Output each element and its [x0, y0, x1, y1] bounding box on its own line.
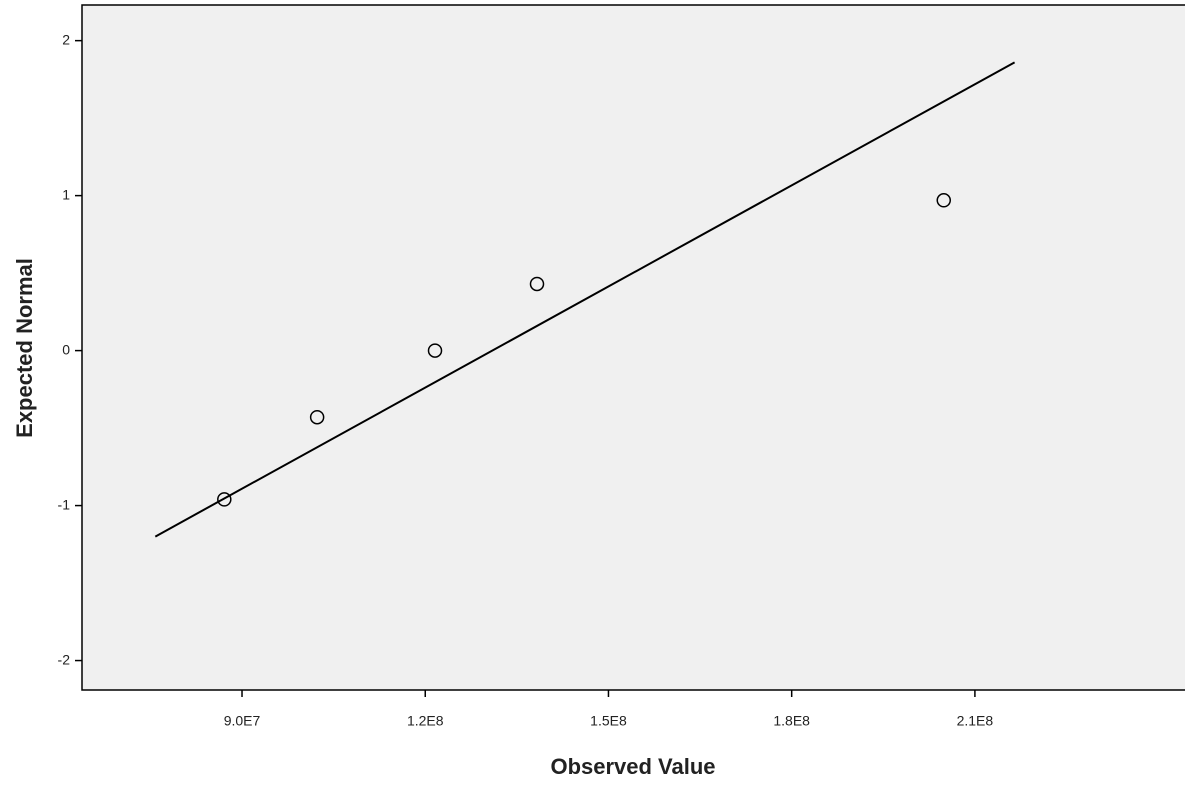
- x-tick-label: 1.5E8: [590, 713, 627, 729]
- y-tick-label: -1: [58, 496, 71, 512]
- y-tick-label: -2: [58, 651, 71, 667]
- x-tick-label: 1.8E8: [773, 713, 810, 729]
- x-tick-label: 1.2E8: [407, 713, 444, 729]
- y-tick-label: 1: [62, 186, 70, 202]
- x-tick-label: 2.1E8: [957, 713, 994, 729]
- y-axis-title: Expected Normal: [12, 258, 37, 438]
- x-tick-label: 9.0E7: [224, 713, 261, 729]
- y-tick-label: 0: [62, 341, 70, 357]
- y-tick-label: 2: [62, 31, 70, 47]
- x-axis-title: Observed Value: [550, 754, 715, 779]
- chart: Observed Value Expected Normal -2 -1 0 1 2 9.…: [0, 0, 1185, 785]
- plot-area: [82, 5, 1185, 690]
